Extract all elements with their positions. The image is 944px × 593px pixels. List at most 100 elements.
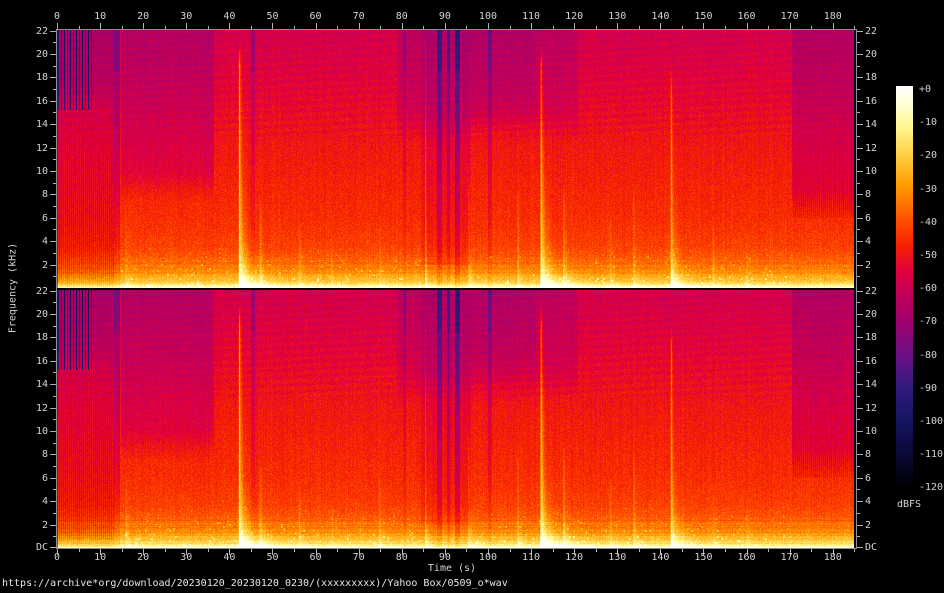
x-minor-tick (380, 549, 382, 552)
x-minor-tick (681, 549, 683, 552)
y-tick-label: 8 (41, 449, 48, 460)
x-tick-label: 140 (651, 11, 670, 22)
y-major-tick (857, 101, 863, 102)
y-tick-label: 20 (865, 49, 878, 60)
x-tick-label: 150 (694, 11, 713, 22)
x-major-tick (487, 549, 489, 555)
y-minor-tick (857, 253, 860, 254)
x-tick-label: 120 (565, 11, 584, 22)
x-tick-label: 90 (438, 11, 451, 22)
x-major-tick (832, 549, 834, 555)
y-tick-label: 10 (865, 166, 878, 177)
y-tick-label: 14 (865, 379, 878, 390)
x-tick-label: 40 (223, 552, 236, 563)
x-minor-tick (294, 549, 296, 552)
y-major-tick (857, 408, 863, 409)
y-minor-tick (857, 112, 860, 113)
y-tick-label: 18 (865, 72, 878, 83)
y-tick-label: 20 (865, 309, 878, 320)
y-minor-tick (857, 466, 860, 467)
x-tick-label: 0 (53, 552, 61, 563)
y-major-tick (857, 314, 863, 315)
y-tick-label: 10 (35, 426, 48, 437)
colorbar-tick-label: -80 (919, 349, 938, 361)
y-minor-tick (857, 326, 860, 327)
y-tick-label: 8 (865, 189, 872, 200)
colorbar-tick-label: -40 (919, 216, 938, 228)
x-tick-label: 170 (780, 552, 799, 563)
x-minor-tick (337, 549, 339, 552)
x-tick-label: 110 (522, 552, 541, 563)
x-major-tick (660, 549, 662, 555)
x-tick-label: 70 (352, 11, 365, 22)
x-tick-label: 50 (266, 11, 279, 22)
y-tick-label: 16 (35, 356, 48, 367)
y-major-tick (857, 124, 863, 125)
y-tick-label: 4 (865, 236, 872, 247)
x-tick-label: 80 (395, 552, 408, 563)
y-major-tick (857, 31, 863, 32)
colorbar-tick-label: -50 (919, 250, 938, 261)
y-major-tick (857, 501, 863, 502)
x-tick-label: 160 (737, 552, 756, 563)
x-major-tick (789, 549, 791, 555)
y-tick-label: 2 (865, 260, 872, 271)
y-major-tick (857, 525, 863, 526)
y-minor-tick (857, 349, 860, 350)
y-minor-tick (857, 183, 860, 184)
x-tick-label: 150 (694, 552, 713, 563)
y-tick-label: 22 (865, 286, 878, 297)
y-tick-label: 14 (35, 119, 48, 130)
x-major-tick (574, 549, 576, 555)
y-major-tick (857, 337, 863, 338)
x-tick-label: 90 (438, 552, 451, 563)
y-tick-label: 6 (41, 473, 48, 484)
y-tick-label: 4 (865, 496, 872, 507)
plot-area (56, 29, 857, 549)
y-tick-label: 8 (865, 449, 872, 460)
x-major-tick (229, 549, 231, 555)
colorbar-tick-label: -120 (919, 482, 944, 494)
colorbar-tick-label: -70 (919, 316, 938, 328)
x-tick-label: 130 (608, 552, 627, 563)
colorbar-tick-label: +0 (919, 84, 932, 95)
x-minor-tick (250, 549, 252, 552)
y-tick-label: 10 (35, 166, 48, 177)
x-minor-tick (768, 549, 770, 552)
y-major-tick (857, 54, 863, 55)
y-tick-label: 6 (865, 213, 872, 224)
y-tick-label: 12 (35, 143, 48, 154)
y-tick-label: 12 (865, 403, 878, 414)
y-tick-label: 6 (865, 473, 872, 484)
spectrogram-channel-2 (57, 290, 856, 548)
x-tick-label: 40 (223, 11, 236, 22)
x-major-tick (401, 549, 403, 555)
x-tick-label: 30 (180, 552, 193, 563)
x-tick-label: 160 (737, 11, 756, 22)
x-tick-label: 20 (137, 552, 150, 563)
y-major-tick (857, 384, 863, 385)
y-major-tick (857, 194, 863, 195)
y-minor-tick (857, 276, 860, 277)
x-tick-label: 180 (823, 552, 842, 563)
x-tick-label: 180 (823, 11, 842, 22)
y-minor-tick (857, 443, 860, 444)
x-tick-label: 10 (94, 552, 107, 563)
colorbar-tick-label: -30 (919, 183, 938, 195)
y-tick-label: 18 (865, 332, 878, 343)
y-tick-label: 20 (35, 309, 48, 320)
x-minor-tick (509, 549, 511, 552)
y-major-tick (857, 218, 863, 219)
x-tick-label: 110 (522, 11, 541, 22)
x-major-tick (143, 549, 145, 555)
y-tick-label: 10 (865, 426, 878, 437)
colorbar-tick-label: -100 (919, 416, 944, 427)
x-minor-tick (466, 549, 468, 552)
y-minor-tick (857, 372, 860, 373)
x-axis-title: Time (s) (427, 563, 477, 574)
x-major-tick (617, 549, 619, 555)
x-major-tick (186, 549, 188, 555)
y-tick-label: 4 (41, 236, 48, 247)
colorbar-tick-label: -110 (919, 449, 944, 461)
x-tick-label: 50 (266, 552, 279, 563)
